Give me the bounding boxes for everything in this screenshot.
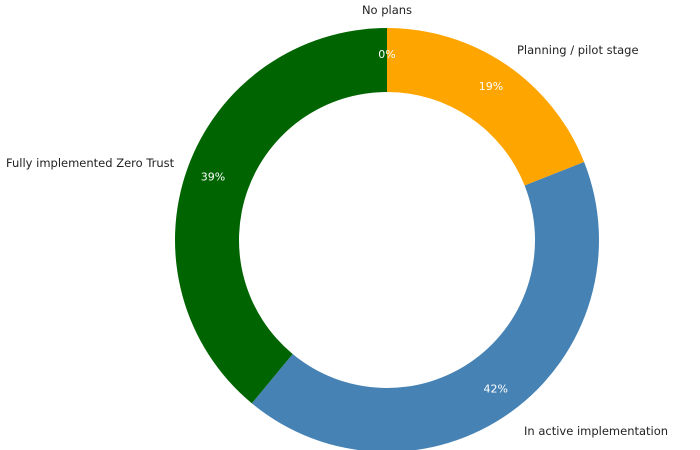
pct-label-no-plans: 0% [378,48,395,61]
category-label-fully-implemented-zero-trust: Fully implemented Zero Trust [6,156,175,170]
pct-label-fully-implemented-zero-trust: 39% [201,170,225,183]
slice-fully-implemented-zero-trust [175,28,387,404]
slice-in-active-implementation [251,161,599,450]
category-labels: No plans Planning / pilot stage In active … [6,3,668,438]
percentage-labels: 0% 19% 42% 39% [201,48,508,396]
pct-label-in-active-implementation: 42% [484,383,508,396]
slice-planning-pilot-stage [387,28,585,186]
category-label-in-active-implementation: In active implementation [524,424,668,438]
category-label-no-plans: No plans [362,3,412,17]
donut-slices [175,28,599,450]
pct-label-planning-pilot-stage: 19% [479,80,503,93]
category-label-planning-pilot-stage: Planning / pilot stage [517,43,639,57]
